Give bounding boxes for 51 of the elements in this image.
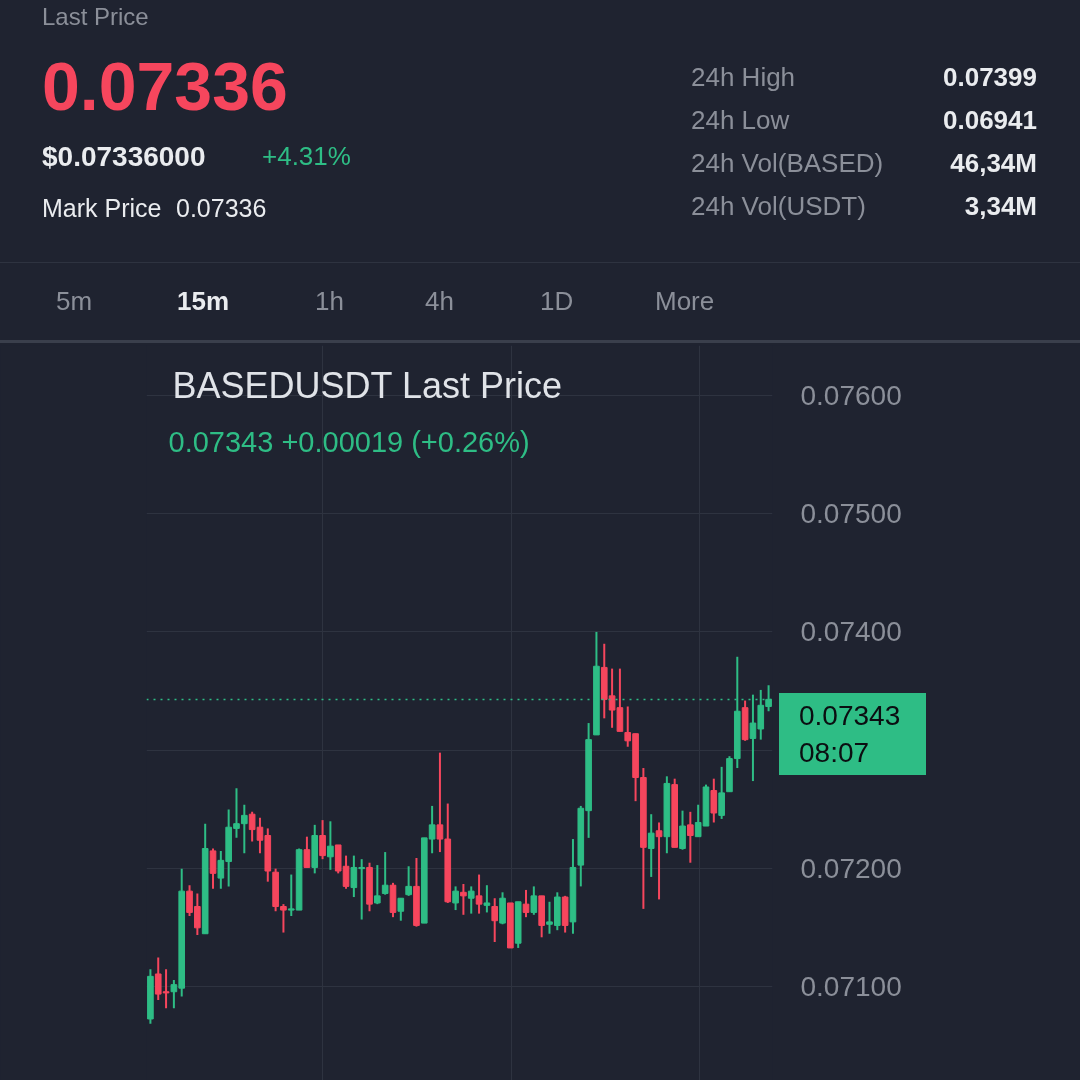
text: 5m [56, 285, 93, 319]
text: 0.07336 [42, 47, 288, 127]
candlestick [679, 809, 686, 851]
text: 24h Low [691, 104, 790, 138]
candlestick [687, 810, 694, 864]
candlestick [522, 888, 530, 919]
text: 08:07 [799, 736, 871, 770]
text: 24h Vol(BASED) [691, 147, 884, 181]
candlestick [647, 813, 655, 878]
candlestick [303, 835, 311, 869]
candlestick [460, 883, 467, 916]
ref-line-label: 0.07343 [799, 699, 902, 733]
text: 1h [315, 285, 344, 319]
candlestick [381, 851, 389, 896]
candlestick [483, 884, 491, 914]
y-tick-label: 0.07200 [800, 853, 902, 885]
text: 0.06941 [943, 104, 1037, 138]
y-tick-label: 0.07600 [800, 379, 902, 411]
y-tick-label: 0.07400 [800, 616, 902, 648]
text: 24h High [691, 61, 796, 95]
text: 3,34M [964, 190, 1037, 224]
text: 0.07399 [943, 61, 1037, 95]
text: Last Price [42, 1, 149, 32]
candlestick [209, 847, 217, 890]
text: More [655, 285, 715, 319]
candlestick [718, 765, 725, 820]
text: BASEDUSDT Last Price [172, 365, 562, 406]
text: 1D [540, 285, 574, 319]
text: 24h Vol(USDT) [691, 190, 866, 224]
candlestick [327, 820, 334, 871]
candlestick [530, 885, 538, 916]
candlestick [319, 819, 326, 861]
y-tick-label: 0.07100 [800, 971, 902, 1003]
y-tick-label: 0.07500 [800, 498, 902, 530]
text: 0.07343 +0.00019 (+0.26%) [168, 425, 530, 458]
candlestick [452, 885, 459, 912]
candlestick [374, 864, 381, 906]
candlestick [655, 821, 663, 901]
text: 0.07336 [176, 193, 267, 225]
candlestick [467, 885, 475, 915]
text: 46,34M [950, 147, 1037, 181]
text: Mark Price [42, 193, 162, 225]
candlestick [397, 897, 405, 922]
candlestick [405, 865, 412, 897]
text: $0.07336000 [42, 140, 206, 174]
text: 4h [425, 285, 454, 319]
candlestick [491, 897, 499, 944]
text: +4.31% [262, 140, 351, 174]
candlestick [475, 873, 483, 915]
text: 15m [177, 285, 230, 319]
candlestick [710, 777, 718, 824]
